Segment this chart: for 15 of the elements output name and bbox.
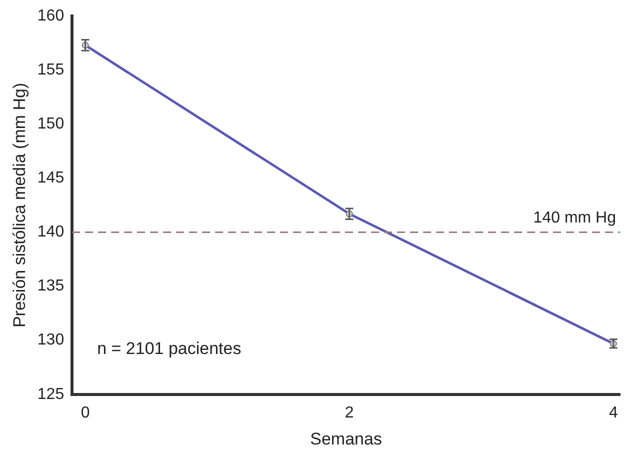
y-tick-label: 145 (37, 170, 64, 187)
annotation: n = 2101 pacientes (97, 339, 242, 358)
y-tick-label: 130 (37, 332, 64, 349)
x-tick-label: 2 (344, 404, 354, 422)
y-axis-title: Presión sistólica media (mm Hg) (10, 82, 29, 328)
y-tick-label: 135 (37, 278, 64, 295)
y-tick-label: 150 (37, 116, 64, 133)
x-tick-label: 0 (80, 404, 90, 422)
x-axis-title: Semanas (310, 429, 382, 448)
y-tick-label: 160 (37, 7, 64, 24)
y-tick-label: 125 (37, 386, 64, 403)
x-tick-label: 4 (608, 404, 618, 422)
y-tick-label: 140 (37, 224, 64, 241)
ref-line-label: 140 mm Hg (533, 210, 616, 227)
y-tick-label: 155 (37, 61, 64, 78)
